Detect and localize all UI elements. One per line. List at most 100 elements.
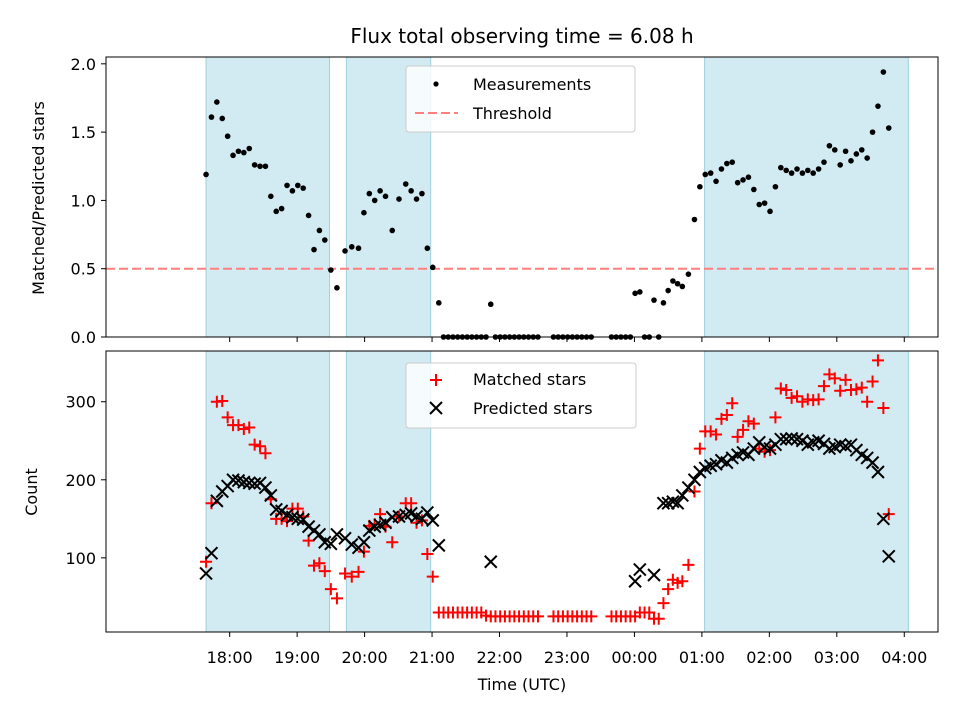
predicted-star-point — [670, 496, 685, 510]
measurement-point — [837, 162, 843, 168]
matched-star-point — [657, 597, 670, 610]
matched-star-point — [357, 545, 370, 558]
matched-star-point — [339, 567, 352, 580]
measurement-point — [382, 193, 389, 200]
matched-star-point — [747, 417, 760, 430]
matched-star-point — [828, 372, 841, 385]
shaded-interval — [704, 350, 909, 633]
matched-star-point — [531, 610, 544, 623]
measurement-point — [328, 267, 334, 273]
predicted-star-point — [312, 527, 327, 542]
matched-star-point — [737, 423, 750, 436]
predicted-star-point — [291, 512, 305, 526]
y-tick-label: 2.0 — [71, 55, 96, 74]
x-axis-label: Time (UTC) — [477, 675, 566, 694]
y-tick-label: 1.0 — [71, 191, 96, 210]
matched-star-point — [742, 415, 755, 428]
predicted-star-point — [876, 512, 891, 526]
measurement-point — [826, 142, 833, 149]
measurement-point — [674, 280, 681, 287]
measurement-point — [767, 208, 773, 215]
predicted-star-point — [675, 488, 690, 503]
matched-star-point — [216, 394, 229, 407]
measurement-point — [278, 205, 285, 212]
x-tick-label: 22:00 — [476, 648, 522, 667]
measurement-point — [366, 190, 373, 197]
measurement-point — [772, 183, 779, 190]
measurement-point — [289, 188, 296, 194]
predicted-star-point — [865, 455, 880, 470]
measurement-point — [251, 162, 258, 168]
measurement-point — [713, 178, 719, 185]
measurement-point — [342, 248, 348, 254]
measurement-point — [718, 166, 725, 172]
measurement-point — [670, 278, 676, 284]
predicted-star-point — [681, 480, 696, 495]
matched-star-point — [259, 447, 272, 460]
legend-threshold-label: Threshold — [472, 104, 552, 123]
measurement-point — [389, 227, 396, 234]
y-tick-label: 0.0 — [71, 328, 96, 347]
measurement-point — [842, 148, 849, 155]
x-tick-label: 18:00 — [207, 648, 253, 667]
matched-star-point — [386, 536, 399, 549]
measurement-point — [273, 208, 280, 215]
matched-star-point — [866, 375, 879, 388]
measurement-point — [637, 289, 643, 295]
top-legend: Measurements Threshold — [405, 65, 636, 133]
predicted-star-point — [357, 535, 371, 549]
measurement-point — [224, 133, 231, 140]
matched-star-point — [693, 442, 706, 455]
matched-star-point — [796, 395, 809, 408]
measurement-point — [413, 196, 420, 202]
x-tick-label: 23:00 — [544, 648, 590, 667]
shaded-interval — [704, 56, 909, 338]
predicted-star-point — [432, 538, 446, 553]
predicted-star-point — [199, 566, 213, 581]
matched-star-point — [307, 559, 320, 572]
x-tick-label: 21:00 — [409, 648, 455, 667]
measurement-point — [831, 147, 838, 153]
measurement-point — [208, 114, 215, 120]
measurement-point — [697, 183, 703, 190]
matched-star-point — [352, 565, 365, 578]
matched-star-point — [871, 354, 884, 367]
measurement-point — [651, 297, 657, 303]
measurement-point — [724, 160, 730, 167]
chart-title: Flux total observing time = 6.08 h — [350, 24, 693, 48]
legend-predicted-marker — [429, 401, 443, 415]
matched-star-point — [313, 557, 326, 570]
measurement-point — [334, 285, 340, 291]
matched-star-point — [710, 428, 723, 441]
measurement-point — [679, 283, 686, 290]
measurement-point — [300, 185, 307, 191]
predicted-star-point — [296, 512, 310, 527]
matched-star-point — [817, 380, 830, 393]
matched-star-point — [812, 393, 825, 406]
measurement-point — [858, 147, 865, 153]
measurement-point — [311, 246, 317, 253]
measurement-point — [429, 264, 436, 271]
matched-star-point — [662, 583, 675, 596]
matched-star-point — [237, 423, 250, 436]
y-tick-label: 100 — [65, 549, 96, 568]
matched-star-point — [839, 373, 852, 386]
predicted-star-point — [882, 549, 896, 563]
predicted-star-point — [420, 505, 435, 520]
measurement-point — [284, 182, 290, 189]
matched-star-point — [643, 606, 656, 619]
matched-star-point — [426, 570, 439, 583]
measurement-point — [257, 163, 263, 170]
measurement-point — [864, 155, 870, 161]
measurement-point — [702, 171, 709, 178]
legend-measurements-marker — [433, 81, 439, 87]
predicted-star-point — [324, 537, 338, 551]
predicted-star-point — [687, 473, 702, 487]
measurement-point — [295, 182, 301, 189]
x-tick-label: 00:00 — [611, 648, 657, 667]
legend-measurements-label: Measurements — [473, 75, 591, 94]
y-tick-label: 200 — [65, 471, 96, 490]
measurement-point — [361, 209, 367, 216]
predicted-star-point — [204, 546, 219, 560]
measurement-point — [869, 129, 876, 135]
